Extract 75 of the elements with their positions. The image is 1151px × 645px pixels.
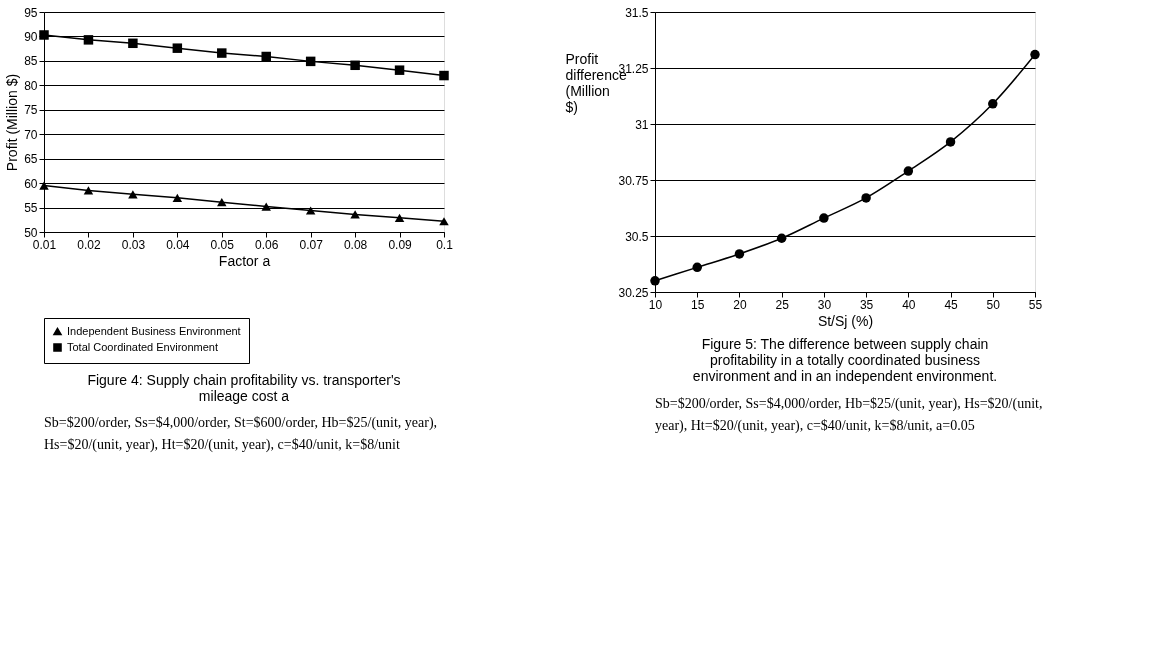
y-tick-label: 30.75: [618, 173, 649, 188]
x-tick-label: 0.08: [343, 237, 368, 252]
x-tick-label: 0.01: [32, 237, 57, 252]
legend-label: Independent Business Environment: [67, 324, 241, 337]
text: Sb=$200/order, Ss=$4,000/order, Hb=$25/(unit, year), Hs=$20/(unit, year), Ht=$20/(unit, year), c=$40/unit, k=$8/unit, a=0.05: [655, 396, 1043, 434]
x-tick-label: 0.02: [77, 237, 101, 252]
point: [217, 48, 227, 58]
x-tick-label: 0.1: [436, 237, 454, 252]
point: [305, 56, 316, 67]
point: [945, 137, 956, 147]
point: [39, 30, 49, 40]
y-tick-label: 30.5: [625, 229, 649, 244]
x-tick-label: 0.04: [166, 237, 190, 252]
point: [988, 99, 998, 109]
point: [776, 233, 787, 243]
point: [394, 213, 405, 222]
point: [819, 213, 829, 223]
y-tick-label: 31.5: [625, 5, 649, 20]
point: [439, 70, 449, 81]
x-tick-label: 0.06: [255, 237, 279, 252]
text: environment and in an independent environment.: [692, 368, 998, 384]
point: [903, 166, 914, 176]
point: [650, 276, 660, 286]
x-tick-label: 55: [1028, 297, 1043, 312]
x-tick-label: 10: [648, 297, 663, 312]
y-tick-label: 85: [24, 54, 38, 69]
point: [128, 38, 138, 49]
x-tick-label: 25: [775, 297, 790, 312]
point: [1030, 49, 1040, 60]
x-tick-label: 35: [859, 297, 874, 312]
y-tick-label: 95: [24, 5, 38, 20]
y-tick-label: 70: [24, 127, 38, 142]
y-axis-title: Profit (Million $): [4, 73, 21, 172]
x-tick-label: 0.07: [299, 237, 324, 252]
y-tick-label: 60: [24, 176, 38, 191]
x-tick-label: 45: [944, 297, 959, 312]
point: [305, 206, 316, 215]
point: [692, 262, 702, 273]
x-tick-label: 50: [986, 297, 1001, 312]
point: [172, 43, 183, 53]
x-tick-label: 30: [817, 297, 832, 312]
y-tick-label: 65: [24, 152, 38, 167]
point: [439, 217, 449, 226]
text: Sb=$200/order, Ss=$4,000/order, St=$600/order, Hb=$25/(unit, year), Hs=$20/(unit, year), Ht=$20/(unit, year), c=$40/unit, k=$8/unit: [44, 415, 438, 453]
point: [261, 202, 271, 211]
x-axis-title: Factor a: [218, 252, 271, 269]
point: [83, 35, 94, 45]
x-tick-label: 0.03: [121, 237, 146, 252]
y-tick-label: 75: [24, 103, 38, 118]
point: [861, 193, 871, 203]
point: [350, 60, 360, 71]
point: [217, 198, 227, 207]
y-tick-label: 30.25: [618, 285, 649, 300]
x-tick-label: 20: [733, 297, 747, 312]
x-axis-title: St/Sj (%): [817, 312, 874, 329]
point: [734, 249, 745, 259]
x-tick-label: 40: [902, 297, 916, 312]
x-tick-label: 0.05: [210, 237, 235, 252]
y-tick-label: 80: [24, 78, 38, 93]
text: mileage cost a: [198, 387, 290, 404]
point: [172, 193, 183, 202]
y-tick-label: 50: [24, 225, 38, 240]
point: [261, 51, 271, 62]
text: Figure 5: The difference between supply chain: [701, 336, 989, 352]
legend-label: Total Coordinated Environment: [67, 340, 219, 353]
text: Figure 4: Supply chain profitability vs. transporter's: [87, 371, 401, 388]
x-tick-label: 15: [691, 297, 705, 312]
y-tick-label: 90: [24, 29, 38, 44]
point: [394, 65, 405, 75]
y-tick-label: 31: [635, 117, 649, 132]
point: [350, 210, 360, 219]
y-tick-label: 55: [24, 201, 38, 216]
point: [83, 186, 94, 195]
text: profitability in a totally coordinated business: [709, 352, 981, 368]
x-tick-label: 0.09: [388, 237, 413, 252]
